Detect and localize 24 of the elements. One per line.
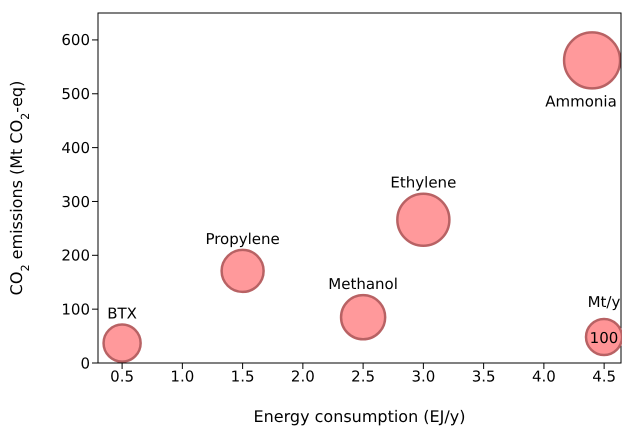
annotation: Ethylene — [390, 174, 456, 192]
annotation: Ammonia — [545, 92, 617, 110]
y-tick-label: 100 — [61, 300, 90, 318]
x-tick-label: 1.0 — [170, 368, 194, 386]
x-tick-label: 1.5 — [230, 368, 255, 386]
y-tick-label: 600 — [61, 31, 90, 50]
x-tick-label: 2.0 — [290, 368, 315, 386]
x-tick-label: 0.5 — [110, 368, 134, 386]
annotation: Propylene — [205, 230, 280, 248]
legend-label: 100 — [590, 329, 618, 347]
x-tick-label: 4.5 — [592, 368, 616, 386]
annotation: BTX — [107, 304, 137, 323]
x-tick-label: 2.5 — [351, 368, 376, 386]
y-tick-label: 0 — [80, 354, 90, 372]
x-tick-label: 3.5 — [472, 368, 496, 386]
y-tick-label: 500 — [61, 85, 90, 104]
annotation: Methanol — [328, 275, 398, 294]
x-tick-label: 3.0 — [411, 368, 436, 386]
y-tick-label: 400 — [61, 138, 90, 157]
x-tick-label: 4.0 — [532, 368, 556, 386]
legend-title: Mt/y — [588, 293, 620, 311]
x-axis-title: Energy consumption (EJ/y) — [254, 407, 466, 426]
y-tick-label: 200 — [61, 246, 90, 265]
y-tick-label: 300 — [61, 192, 90, 211]
